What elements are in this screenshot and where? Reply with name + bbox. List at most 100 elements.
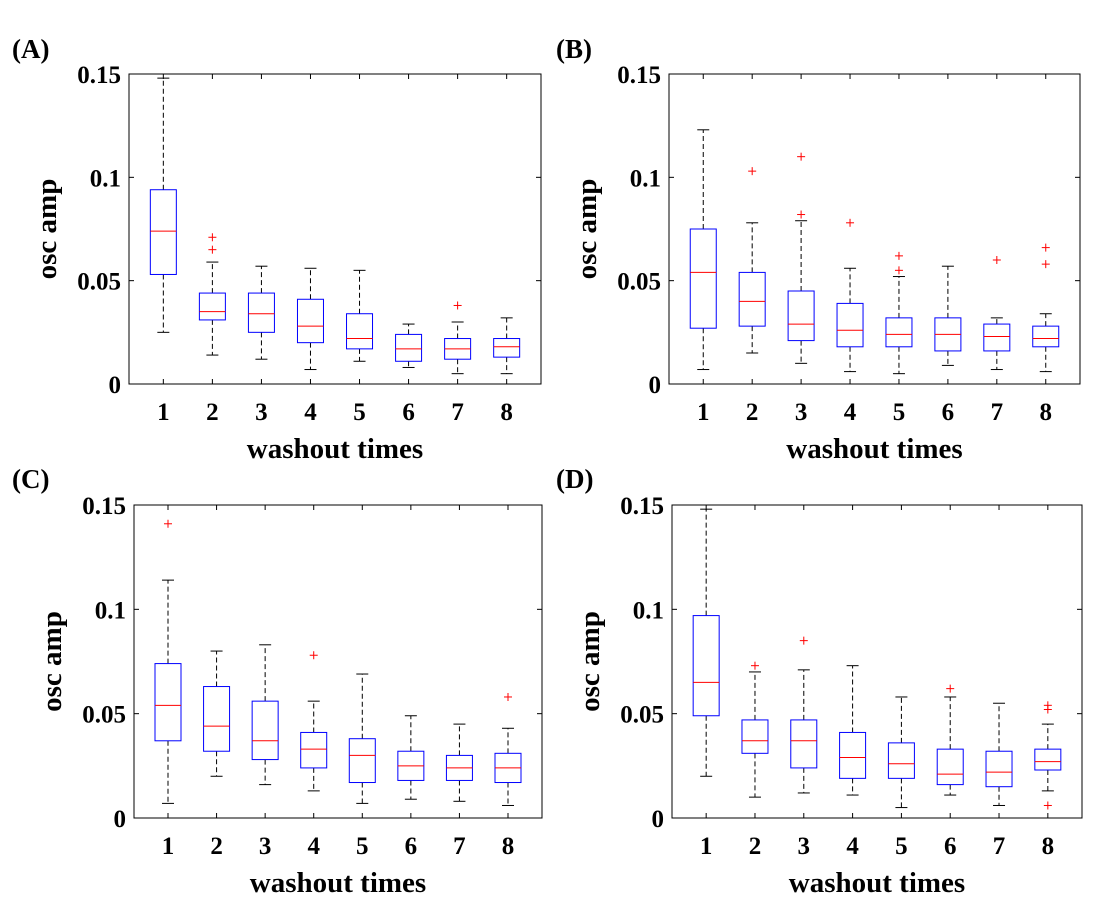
iqr-box xyxy=(348,738,376,784)
x-tick-label: 2 xyxy=(210,833,223,860)
box-2 xyxy=(198,233,226,356)
iqr-box xyxy=(790,719,818,769)
x-tick-label: 4 xyxy=(304,399,317,426)
x-axis-label: washout times xyxy=(786,433,962,465)
y-tick-label: 0.1 xyxy=(630,165,661,192)
outlier-marker xyxy=(208,233,217,242)
axes-frame xyxy=(668,73,1081,385)
box-5 xyxy=(346,269,374,362)
box-7 xyxy=(983,256,1011,371)
outlier-marker xyxy=(504,692,512,701)
iqr-box xyxy=(887,742,915,779)
outlier-marker xyxy=(309,651,318,660)
axes-frame xyxy=(671,504,1083,819)
x-axis-label: washout times xyxy=(250,867,426,899)
iqr-box xyxy=(300,731,328,769)
outlier-marker xyxy=(894,251,903,260)
box-2 xyxy=(741,661,769,798)
y-tick-label: 0.15 xyxy=(620,493,664,520)
outlier-marker xyxy=(846,218,855,227)
x-tick-label: 6 xyxy=(942,399,955,426)
box-1 xyxy=(692,508,720,777)
iqr-box xyxy=(251,700,279,761)
y-tick-label: 0 xyxy=(649,372,662,399)
box-6 xyxy=(936,684,964,796)
y-axis-label: osc amp xyxy=(571,179,603,280)
y-tick-label: 0.1 xyxy=(633,597,664,624)
panel-label: (C) xyxy=(12,464,49,494)
box-3 xyxy=(247,265,275,360)
outlier-marker xyxy=(797,210,806,219)
iqr-box xyxy=(985,750,1013,788)
box-7 xyxy=(985,702,1013,806)
iqr-box xyxy=(1032,325,1060,348)
box-3 xyxy=(787,152,815,364)
box-8 xyxy=(494,692,522,806)
box-6 xyxy=(395,323,423,368)
x-tick-label: 7 xyxy=(991,399,1004,426)
y-tick-label: 0.1 xyxy=(90,165,121,192)
iqr-box xyxy=(346,313,374,350)
box-6 xyxy=(934,265,962,366)
x-tick-label: 6 xyxy=(944,833,957,860)
outlier-marker xyxy=(894,266,903,275)
x-tick-label: 1 xyxy=(700,833,713,860)
outlier-marker xyxy=(1043,701,1052,710)
outlier-marker xyxy=(208,245,217,254)
x-tick-label: 5 xyxy=(893,399,906,426)
panel-label: (B) xyxy=(556,34,592,64)
y-tick-label: 0.05 xyxy=(617,269,661,296)
iqr-box xyxy=(787,290,815,342)
x-tick-label: 5 xyxy=(895,833,908,860)
box-1 xyxy=(149,77,177,333)
iqr-box xyxy=(247,292,275,333)
box-3 xyxy=(790,636,818,794)
iqr-box xyxy=(836,302,864,348)
iqr-box xyxy=(395,333,423,362)
iqr-box xyxy=(203,686,231,752)
iqr-box xyxy=(296,298,324,344)
iqr-box xyxy=(198,292,226,321)
iqr-box xyxy=(741,719,769,754)
outlier-marker xyxy=(946,684,955,693)
x-tick-label: 3 xyxy=(795,399,808,426)
outlier-marker xyxy=(799,636,808,645)
iqr-box xyxy=(839,731,867,779)
x-axis-label: washout times xyxy=(247,433,423,465)
x-tick-label: 7 xyxy=(993,833,1006,860)
panel-d: (D) 0 0.05 0.1 0.15 1 2 3 4 5 6 7 8 washout times osc … xyxy=(556,464,1083,899)
iqr-box xyxy=(493,338,521,358)
y-axis-label: osc amp xyxy=(31,179,63,280)
iqr-box xyxy=(1034,748,1062,771)
box-2 xyxy=(738,167,766,354)
panel-b: (B) 0 0.05 0.1 0.15 1 2 3 4 5 6 7 8 washout times osc … xyxy=(556,34,1081,465)
box-8 xyxy=(1032,243,1060,373)
box-7 xyxy=(444,301,472,375)
outlier-marker xyxy=(1041,243,1050,252)
box-4 xyxy=(836,218,864,373)
box-1 xyxy=(154,519,182,804)
box-1 xyxy=(689,129,717,371)
y-tick-label: 0.15 xyxy=(77,62,121,89)
iqr-box xyxy=(738,271,766,327)
x-tick-label: 2 xyxy=(746,399,759,426)
panel-c: (C) 0 0.05 0.1 0.15 1 2 3 4 5 6 7 8 washout times osc … xyxy=(12,464,543,899)
x-tick-label: 2 xyxy=(749,833,762,860)
x-axis-label: washout times xyxy=(789,867,965,899)
box-8 xyxy=(493,317,521,375)
axes-frame xyxy=(128,73,542,385)
x-tick-label: 8 xyxy=(1040,399,1053,426)
x-tick-label: 4 xyxy=(307,833,320,860)
panel-label: (D) xyxy=(556,464,593,494)
outlier-marker xyxy=(750,661,759,670)
box-5 xyxy=(885,251,913,375)
x-tick-label: 1 xyxy=(162,833,175,860)
x-tick-label: 1 xyxy=(157,399,170,426)
panel-a: (A) 0 0.05 0.1 0.15 1 2 3 4 5 6 7 8 washout times osc … xyxy=(12,34,542,465)
outlier-marker xyxy=(453,301,462,310)
x-tick-label: 4 xyxy=(846,833,859,860)
x-tick-label: 7 xyxy=(453,833,466,860)
x-tick-label: 8 xyxy=(500,399,513,426)
axes-frame xyxy=(133,504,543,819)
